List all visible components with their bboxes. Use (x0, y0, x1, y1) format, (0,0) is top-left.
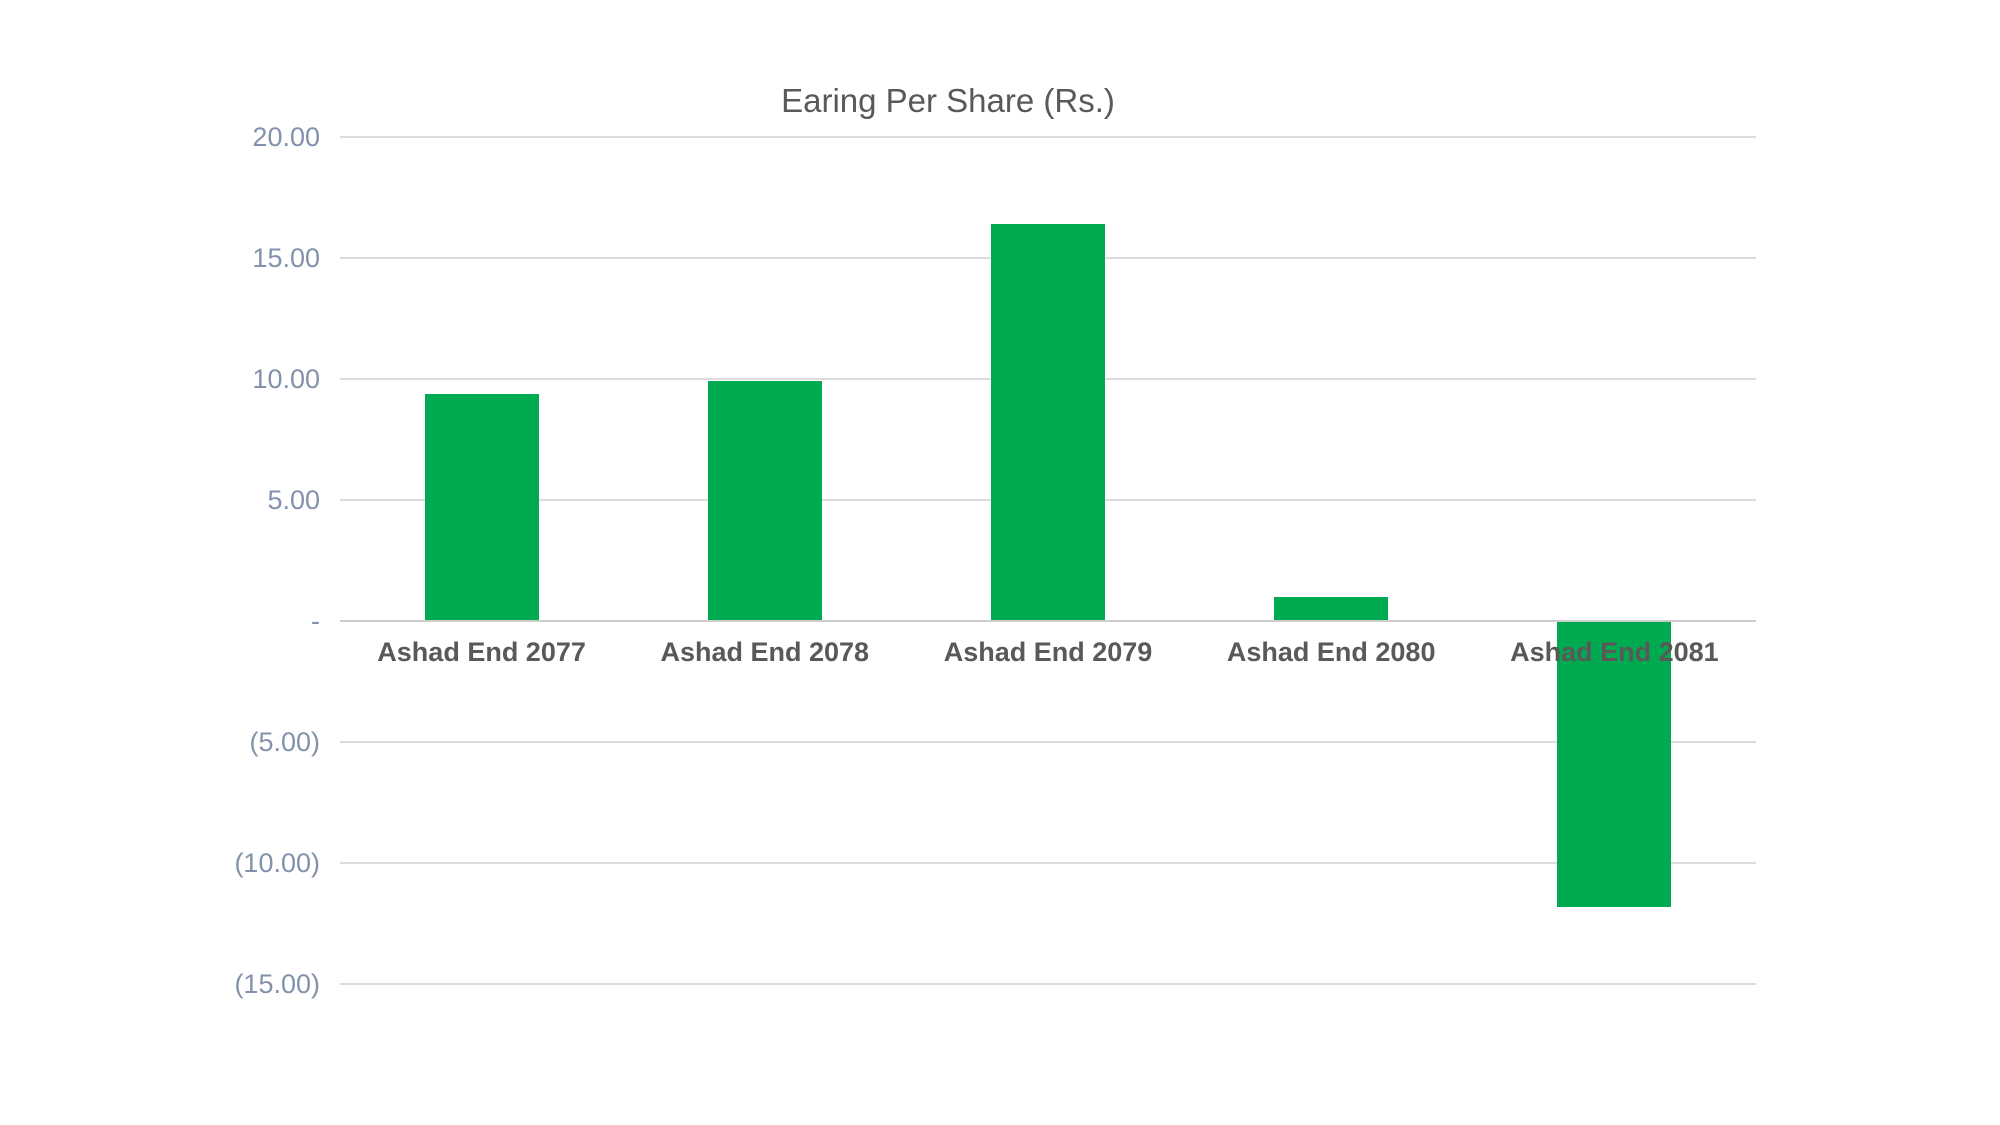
gridline-neg15.00neg (340, 983, 1756, 985)
x-axis-line (340, 620, 1756, 622)
ytick-label--15: (15.00) (234, 969, 320, 999)
gridline-20.00 (340, 136, 1756, 138)
xtick-label-ashad-end-2077: Ashad End 2077 (377, 637, 586, 667)
xtick-label-ashad-end-2081: Ashad End 2081 (1510, 637, 1719, 667)
bar-ashad-end-2081 (1557, 621, 1672, 907)
gridline-neg5.00neg (340, 741, 1756, 743)
xtick-label-ashad-end-2078: Ashad End 2078 (660, 637, 870, 667)
ytick-label-15: 15.00 (252, 243, 320, 273)
ytick-label-5: 5.00 (267, 485, 320, 515)
bar-ashad-end-2080 (1274, 596, 1389, 621)
xtick-label-ashad-end-2080: Ashad End 2080 (1226, 637, 1436, 667)
chart-title: Earing Per Share (Rs.) (781, 82, 1115, 119)
bar-ashad-end-2079 (991, 224, 1105, 621)
bar-ashad-end-2077 (424, 393, 539, 621)
xtick-label-ashad-end-2079: Ashad End 2079 (943, 637, 1153, 667)
ytick-label--10: (10.00) (234, 848, 320, 878)
gridline-neg10.00neg (340, 862, 1756, 864)
ytick-label-0: - (311, 606, 320, 636)
ytick-label-20: 20.00 (252, 122, 320, 152)
bar-ashad-end-2078 (707, 381, 822, 621)
ytick-label--5: (5.00) (249, 727, 320, 757)
ytick-label-10: 10.00 (252, 364, 320, 394)
